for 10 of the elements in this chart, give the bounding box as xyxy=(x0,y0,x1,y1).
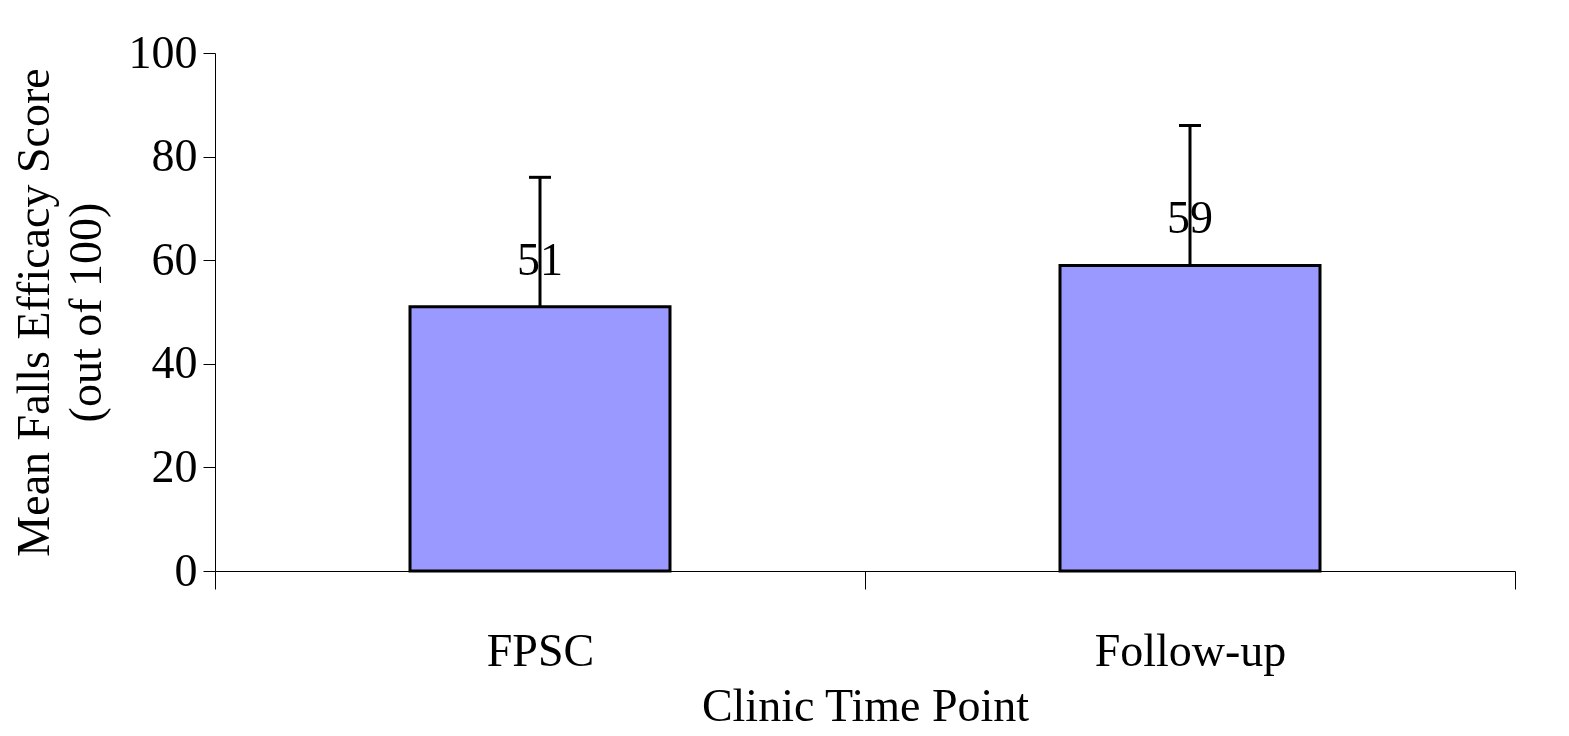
x-tick-label: Follow-up xyxy=(1094,624,1287,676)
y-tick-label: 40 xyxy=(151,337,198,389)
x-tick-label: FPSC xyxy=(486,624,595,676)
y-tick-label: 20 xyxy=(151,440,198,492)
x-axis-title: Clinic Time Point xyxy=(701,679,1030,731)
y-axis-title: Mean Falls Efficacy Score (out of 100) xyxy=(7,68,111,557)
y-tick-label: 80 xyxy=(151,130,198,182)
y-tick-label: 0 xyxy=(174,544,198,596)
y-tick-label: 60 xyxy=(151,233,198,285)
y-tick-label: 100 xyxy=(128,26,198,78)
